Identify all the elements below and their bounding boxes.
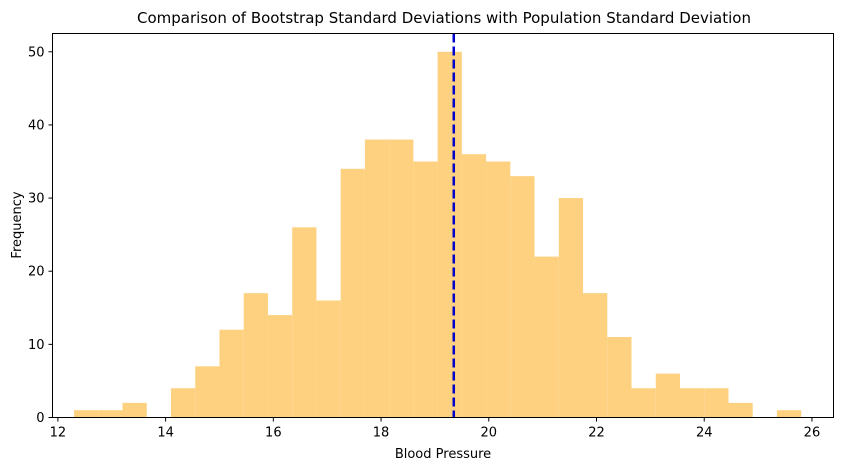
histogram-bar-26 — [704, 388, 729, 418]
y-tick-label: 50 — [28, 45, 45, 60]
histogram-bar-1 — [98, 410, 123, 418]
histogram-bar-8 — [267, 315, 293, 418]
histogram-bar-7 — [243, 293, 268, 418]
y-tick-label: 20 — [28, 265, 45, 280]
histogram-bar-9 — [292, 227, 317, 418]
histogram-bar-29 — [776, 410, 802, 418]
chart-title: Comparison of Bootstrap Standard Deviati… — [137, 9, 751, 27]
histogram-bar-5 — [195, 366, 220, 418]
histogram-bar-4 — [170, 388, 196, 418]
histogram-bar-22 — [607, 337, 632, 418]
x-tick-label: 12 — [50, 426, 67, 441]
x-tick-label: 26 — [804, 426, 821, 441]
plot-frame — [52, 33, 834, 418]
histogram-bar-14 — [413, 161, 438, 418]
histogram-bar-24 — [655, 373, 680, 418]
y-tick-label: 30 — [28, 192, 45, 207]
histogram-bar-6 — [219, 329, 244, 418]
x-tick-label: 18 — [373, 426, 390, 441]
x-tick-label: 24 — [696, 426, 713, 441]
histogram-bar-0 — [74, 410, 99, 418]
histogram-bar-16 — [461, 154, 487, 418]
histogram-bar-20 — [558, 198, 584, 418]
histogram-bar-15 — [437, 51, 462, 418]
y-tick-label: 40 — [28, 118, 45, 133]
y-tick-label: 0 — [36, 411, 44, 426]
histogram-bar-19 — [534, 256, 559, 418]
histogram-bar-13 — [389, 139, 414, 418]
histogram-bar-21 — [583, 293, 608, 418]
histogram-bar-25 — [679, 388, 705, 418]
x-tick-label: 16 — [265, 426, 282, 441]
x-tick-label: 14 — [157, 426, 174, 441]
x-axis-label: Blood Pressure — [395, 447, 491, 462]
x-tick-label: 20 — [481, 426, 498, 441]
histogram-bar-18 — [510, 176, 535, 418]
histogram-bar-11 — [340, 168, 365, 418]
histogram-bar-2 — [122, 402, 147, 418]
histogram-bar-10 — [316, 300, 341, 418]
histogram-bar-12 — [364, 139, 390, 418]
histogram-bar-27 — [728, 402, 753, 418]
x-tick-label: 22 — [588, 426, 605, 441]
y-tick-label: 10 — [28, 338, 45, 353]
y-axis-label: Frequency — [10, 191, 25, 258]
histogram-bar-23 — [631, 388, 656, 418]
histogram-bar-17 — [486, 161, 511, 418]
